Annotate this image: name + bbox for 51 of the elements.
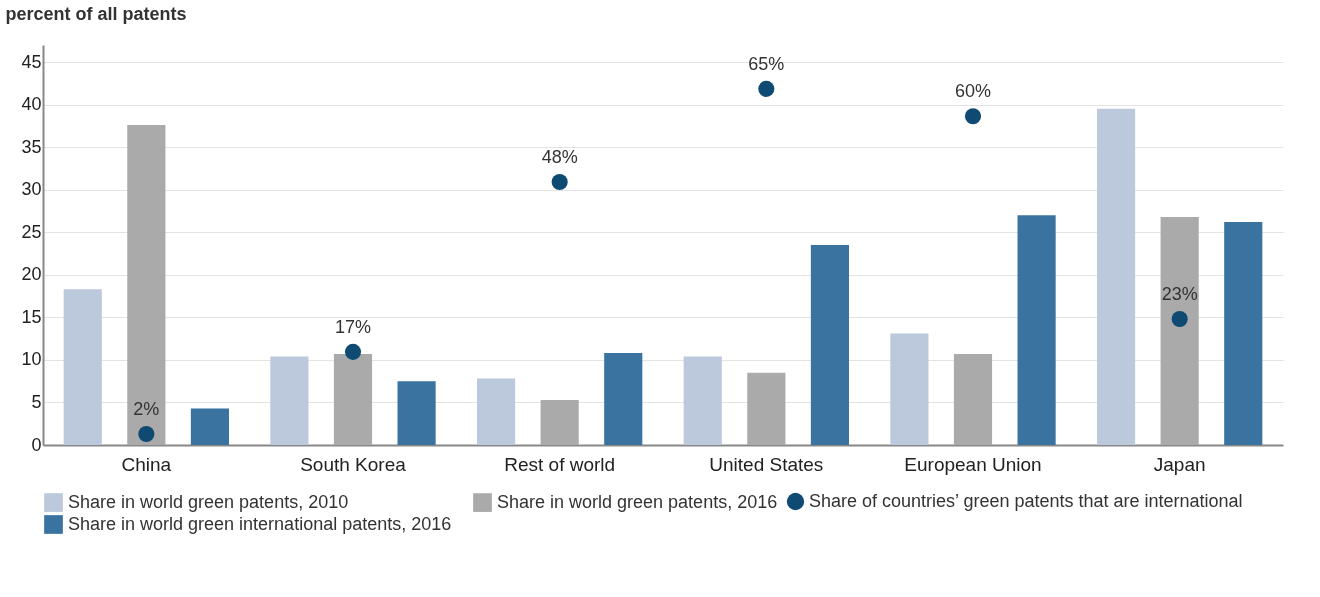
point <box>138 426 155 443</box>
y-tick-label: 30 <box>21 179 42 200</box>
data-label: 23% <box>1161 283 1198 304</box>
bar <box>477 378 516 445</box>
point <box>551 173 568 191</box>
x-tick-label: China <box>121 453 172 475</box>
point <box>1171 310 1188 328</box>
x-tick-label: Japan <box>1153 453 1206 475</box>
bar <box>747 372 786 445</box>
y-tick-label: 15 <box>21 306 42 327</box>
bar <box>270 356 309 445</box>
bar <box>683 356 722 445</box>
y-tick-label: 40 <box>21 94 42 115</box>
data-label: 48% <box>541 146 578 167</box>
y-tick-label: 45 <box>21 51 42 72</box>
y-tick-label: 35 <box>21 136 42 157</box>
legend-label: Share in world green international patents, 2016 <box>68 513 452 534</box>
bar <box>1017 215 1056 445</box>
bar <box>953 353 993 445</box>
bar <box>1097 108 1136 445</box>
bar <box>604 353 643 445</box>
x-tick-label: United States <box>709 453 824 475</box>
legend-label: Share in world green patents, 2016 <box>497 491 778 512</box>
y-tick-label: 0 <box>31 434 42 455</box>
bar <box>890 333 929 445</box>
y-tick-label: 5 <box>31 391 42 412</box>
bar <box>540 399 579 445</box>
point <box>964 108 982 125</box>
y-tick-label: 20 <box>21 264 42 285</box>
legend-label: Share in world green patents, 2010 <box>68 491 349 512</box>
x-tick-label: Rest of world <box>504 453 616 475</box>
bar <box>810 245 849 445</box>
x-tick-label: South Korea <box>300 453 407 475</box>
data-label: 17% <box>334 316 372 337</box>
legend-label: Share of countries’ green patents that are international <box>809 490 1243 511</box>
bar <box>333 353 373 445</box>
bar <box>190 408 229 445</box>
bar <box>1224 222 1263 445</box>
data-label: 60% <box>954 81 992 102</box>
y-tick-label: 25 <box>21 221 42 242</box>
bar <box>127 125 166 445</box>
y-axis-title: percent of all patents <box>5 3 187 24</box>
data-label: 2% <box>133 399 160 420</box>
bar <box>397 381 436 445</box>
point <box>344 343 362 360</box>
data-label: 65% <box>748 53 785 74</box>
point <box>758 80 775 97</box>
bar <box>1160 216 1199 445</box>
y-tick-label: 10 <box>21 349 42 370</box>
bar <box>63 289 102 445</box>
x-tick-label: European Union <box>904 453 1042 475</box>
